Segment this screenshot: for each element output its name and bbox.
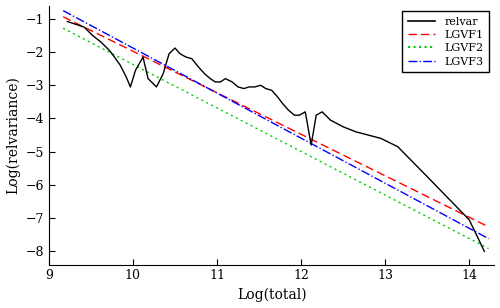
Y-axis label: Log(relvariance): Log(relvariance)	[6, 76, 20, 194]
Legend: relvar, LGVF1, LGVF2, LGVF3: relvar, LGVF1, LGVF2, LGVF3	[402, 11, 489, 72]
X-axis label: Log(total): Log(total)	[237, 288, 306, 302]
